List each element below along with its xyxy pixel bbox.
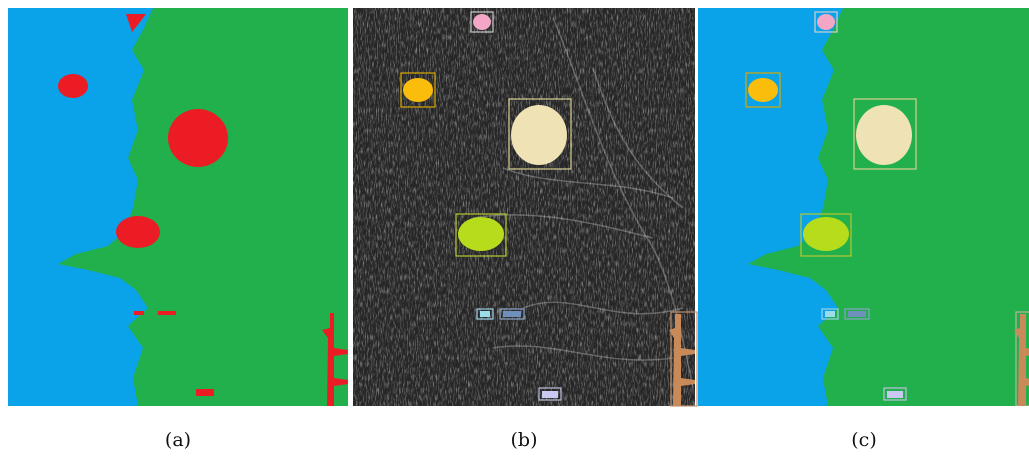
caption: (a) <box>165 429 191 451</box>
caption: (b) <box>511 429 538 451</box>
caption: (c) <box>851 429 876 451</box>
panel-a <box>8 8 348 406</box>
panel-c <box>698 8 1029 406</box>
figure: (a) (b) (c) <box>0 0 1029 460</box>
page: (a) (b) (c) (() => { const data = JSON.p… <box>0 0 1029 460</box>
panel-b <box>353 8 697 406</box>
